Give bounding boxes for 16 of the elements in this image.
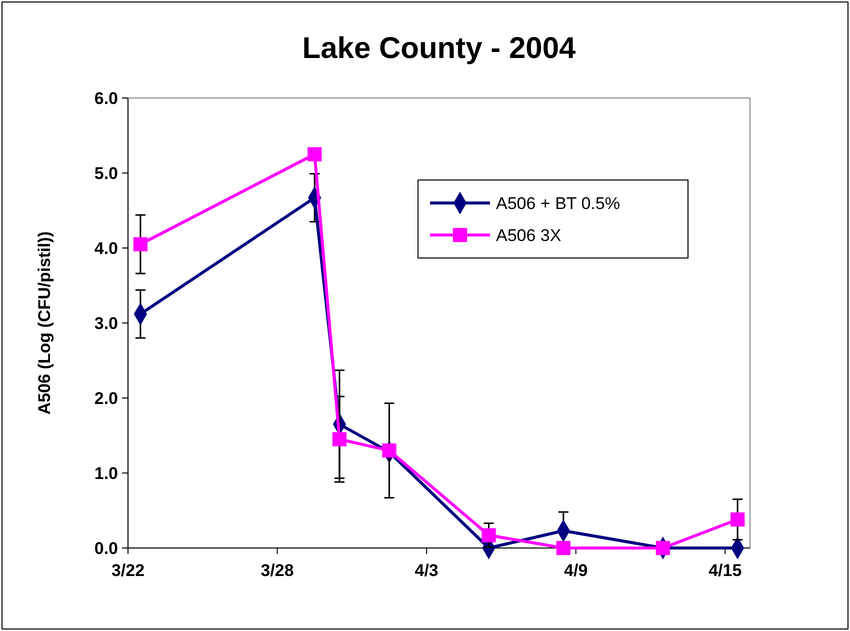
y-tick-label: 6.0: [94, 89, 118, 108]
y-axis-title: A506 (Log (CFU/pistil)): [35, 231, 54, 415]
y-tick-label: 5.0: [94, 164, 118, 183]
x-tick-label: 4/15: [708, 561, 742, 580]
x-tick-label: 4/3: [414, 561, 438, 580]
legend-label: A506 + BT 0.5%: [496, 194, 620, 213]
legend-label: A506 3X: [496, 226, 562, 245]
y-tick-label: 3.0: [94, 314, 118, 333]
y-tick-label: 0.0: [94, 539, 118, 558]
x-tick-label: 3/22: [111, 561, 145, 580]
x-tick-label: 3/28: [260, 561, 294, 580]
y-tick-label: 1.0: [94, 464, 118, 483]
y-tick-label: 2.0: [94, 389, 118, 408]
chart-title: Lake County - 2004: [302, 32, 576, 65]
y-tick-label: 4.0: [94, 239, 118, 258]
x-tick-label: 4/9: [564, 561, 588, 580]
